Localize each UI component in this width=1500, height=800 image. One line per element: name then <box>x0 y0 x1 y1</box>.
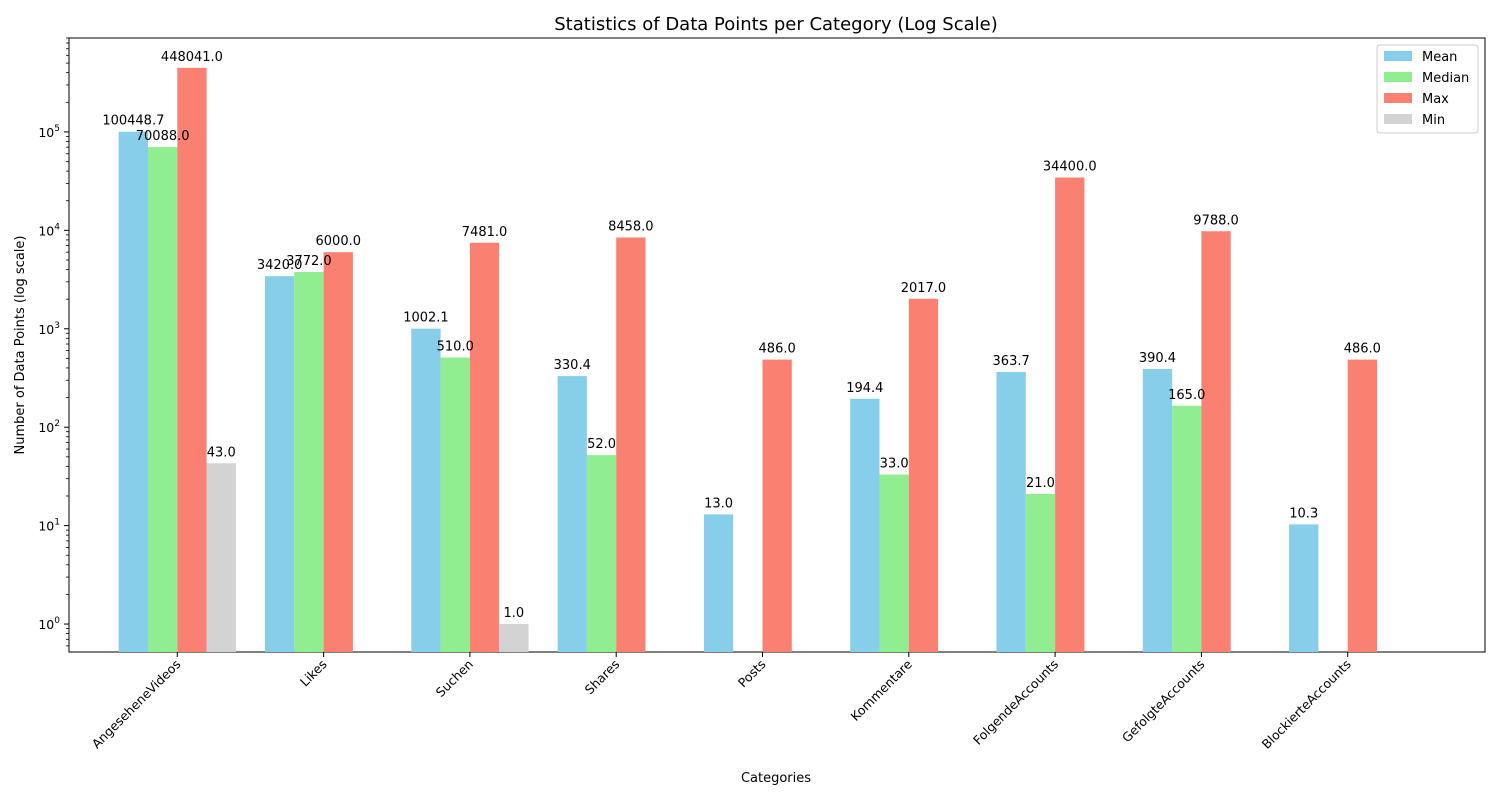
data-label: 1.0 <box>504 606 525 621</box>
data-label: 8458.0 <box>608 220 654 235</box>
data-label: 3772.0 <box>286 254 332 269</box>
data-label: 510.0 <box>437 340 474 355</box>
bar-min <box>206 463 236 652</box>
bar-median <box>440 357 470 652</box>
bar-median <box>294 272 324 652</box>
data-label: 194.4 <box>846 381 883 396</box>
y-axis-label: Number of Data Points (log scale) <box>13 236 28 455</box>
data-label: 52.0 <box>587 437 616 452</box>
x-tick-label: FolgendeAccounts <box>970 657 1061 748</box>
x-tick-label: Likes <box>297 657 330 690</box>
data-label: 165.0 <box>1168 388 1205 403</box>
legend: Mean Median Max Min <box>1376 44 1479 134</box>
bar-max <box>1055 177 1085 652</box>
bar-median <box>1172 405 1202 652</box>
y-tick-label: 104 <box>38 222 60 238</box>
y-tick-base: 10 <box>38 322 54 337</box>
legend-label: Median <box>1422 71 1469 86</box>
data-label: 486.0 <box>759 342 796 357</box>
data-label: 43.0 <box>207 445 236 460</box>
bar-max <box>1201 231 1231 652</box>
data-label: 9788.0 <box>1193 213 1239 228</box>
bar-mean <box>850 398 880 652</box>
y-tick-base: 10 <box>38 519 54 534</box>
bar-max <box>616 237 646 652</box>
x-tick-label: Suchen <box>433 657 476 700</box>
y-tick-exponent: 4 <box>54 222 60 232</box>
x-tick-label: BlockierteAccounts <box>1259 657 1354 752</box>
x-axis: AngeseheneVideos Likes Suchen Shares Posts Ko… <box>89 652 1354 752</box>
bar-mean <box>557 376 587 652</box>
data-label: 363.7 <box>993 354 1030 369</box>
legend-swatch-max <box>1384 93 1412 103</box>
legend-swatch-mean <box>1384 51 1412 61</box>
bar-max <box>469 242 500 653</box>
legend-label: Mean <box>1422 50 1457 65</box>
bar-mean <box>411 328 441 652</box>
bar-mean <box>118 131 148 652</box>
x-tick-label: Kommentare <box>848 656 916 724</box>
data-label: 486.0 <box>1344 342 1381 357</box>
bar-max <box>323 252 353 652</box>
y-tick-label: 100 <box>38 616 60 632</box>
legend-label: Max <box>1422 92 1449 107</box>
x-tick-label: Posts <box>735 657 769 691</box>
x-tick-label: Shares <box>582 657 623 698</box>
y-tick-base: 10 <box>38 223 54 238</box>
y-tick-label: 101 <box>38 518 60 534</box>
data-label: 13.0 <box>704 496 733 511</box>
x-tick-label: AngeseheneVideos <box>89 657 184 752</box>
data-label: 2017.0 <box>901 281 947 296</box>
bar-mean <box>996 372 1026 652</box>
data-label: 21.0 <box>1026 476 1055 491</box>
data-label: 448041.0 <box>161 50 223 65</box>
data-label: 70088.0 <box>136 129 190 144</box>
data-label: 100448.7 <box>102 114 164 129</box>
data-label: 34400.0 <box>1043 160 1097 175</box>
bar-min <box>499 624 529 652</box>
data-label: 33.0 <box>880 457 909 472</box>
legend-frame <box>1376 44 1479 134</box>
bar-max <box>762 359 792 652</box>
legend-swatch-min <box>1384 114 1412 124</box>
data-label: 1002.1 <box>403 311 449 326</box>
bar-mean <box>1142 368 1173 652</box>
chart-title: Statistics of Data Points per Category (… <box>554 14 997 35</box>
y-tick-base: 10 <box>38 617 54 632</box>
y-tick-label: 102 <box>38 419 60 435</box>
bar-median <box>148 147 178 652</box>
bar-median <box>586 455 617 652</box>
data-label: 7481.0 <box>462 225 508 240</box>
bar-mean <box>265 276 295 652</box>
bar-mean <box>703 514 734 652</box>
legend-swatch-median <box>1384 72 1412 82</box>
y-tick-exponent: 3 <box>54 321 60 331</box>
data-label: 3420.0 <box>257 258 303 273</box>
bars <box>118 67 1377 653</box>
y-tick-label: 105 <box>38 124 60 140</box>
data-label: 10.3 <box>1289 506 1318 521</box>
y-tick-exponent: 1 <box>54 518 60 528</box>
bar-max <box>1347 359 1377 652</box>
bar-max <box>177 67 207 652</box>
data-label: 6000.0 <box>316 234 362 249</box>
x-axis-label: Categories <box>741 771 811 786</box>
bar-mean <box>1289 524 1319 652</box>
data-label: 390.4 <box>1139 351 1176 366</box>
y-tick-exponent: 5 <box>54 124 60 134</box>
x-tick-label: GefolgteAccounts <box>1119 657 1208 746</box>
bar-median <box>879 474 909 652</box>
bar-median <box>1025 493 1056 652</box>
legend-label: Min <box>1422 113 1445 128</box>
y-tick-base: 10 <box>38 125 54 140</box>
data-label: 330.4 <box>554 358 591 373</box>
y-tick-exponent: 0 <box>54 616 60 626</box>
y-tick-exponent: 2 <box>54 419 60 429</box>
y-tick-label: 103 <box>38 321 60 337</box>
bar-max <box>908 298 939 652</box>
y-tick-base: 10 <box>38 420 54 435</box>
